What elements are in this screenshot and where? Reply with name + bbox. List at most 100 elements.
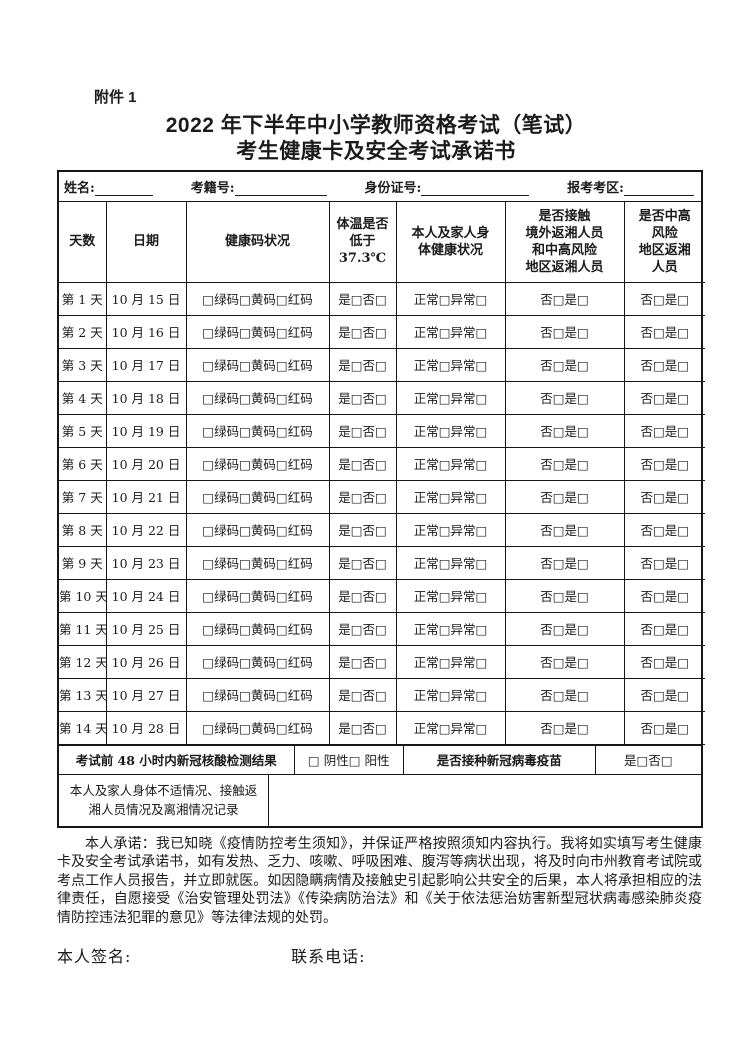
exam-no-label: 考籍号: <box>190 181 235 196</box>
candidate-info-row: 姓名: 考籍号: 身份证号: 报考考区: <box>59 172 701 202</box>
temperature-options-cell: 是□否□ <box>328 710 397 745</box>
col-header-contact-risk: 是否接触 境外返湘人员 和中高风险 地区返湘人员 <box>504 202 625 283</box>
table-row: 第 7 天 10 月 21 日 □绿码□黄码□红码 是□否□ 正常□异常□ 否□… <box>59 479 705 514</box>
day-cell: 第 6 天 <box>59 446 107 481</box>
health-code-options-cell: □绿码□黄码□红码 <box>185 710 330 745</box>
table-row: 第 2 天 10 月 16 日 □绿码□黄码□红码 是□否□ 正常□异常□ 否□… <box>59 314 705 349</box>
date-cell: 10 月 25 日 <box>105 611 187 646</box>
exam-no-field: 考籍号: <box>191 177 327 196</box>
health-card-form: 姓名: 考籍号: 身份证号: 报考考区: 天 <box>57 170 705 828</box>
temperature-options-cell: 是□否□ <box>328 512 397 547</box>
family-health-options-cell: 正常□异常□ <box>395 380 506 415</box>
family-health-options-cell: 正常□异常□ <box>395 578 506 613</box>
family-health-options-cell: 正常□异常□ <box>395 479 506 514</box>
day-cell: 第 13 天 <box>59 677 107 712</box>
phone-label: 联系电话: <box>291 947 366 966</box>
family-health-options-cell: 正常□异常□ <box>395 413 506 448</box>
family-health-options-cell: 正常□异常□ <box>395 314 506 349</box>
contact-risk-options-cell: 否□是□ <box>504 479 625 514</box>
pledge-paragraph: 本人承诺：我已知晓《疫情防控考生须知》，并保证严格按照须知内容执行。我将如实填写… <box>57 835 702 926</box>
date-cell: 10 月 22 日 <box>105 512 187 547</box>
id-no-blank-line <box>421 182 530 196</box>
day-cell: 第 11 天 <box>59 611 107 646</box>
attachment-label: 附件 1 <box>94 89 137 106</box>
date-cell: 10 月 21 日 <box>105 479 187 514</box>
contact-risk-options-cell: 否□是□ <box>504 545 625 580</box>
table-row: 第 1 天 10 月 15 日 □绿码□黄码□红码 是□否□ 正常□异常□ 否□… <box>59 281 705 316</box>
temperature-options-cell: 是□否□ <box>328 644 397 679</box>
day-cell: 第 14 天 <box>59 710 107 745</box>
date-cell: 10 月 16 日 <box>105 314 187 349</box>
table-row: 第 6 天 10 月 20 日 □绿码□黄码□红码 是□否□ 正常□异常□ 否□… <box>59 446 705 481</box>
col-header-health-code: 健康码状况 <box>185 202 330 283</box>
high-risk-return-options-cell: 否□是□ <box>623 281 705 316</box>
contact-risk-options-cell: 否□是□ <box>504 677 625 712</box>
district-label: 报考考区: <box>567 181 624 196</box>
high-risk-return-options-cell: 否□是□ <box>623 578 705 613</box>
condition-record-label: 本人及家人身体不适情况、接触返 湘人员情况及离湘情况记录 <box>69 783 258 817</box>
day-cell: 第 12 天 <box>59 644 107 679</box>
family-health-options-cell: 正常□异常□ <box>395 611 506 646</box>
high-risk-return-options-cell: 否□是□ <box>623 611 705 646</box>
temperature-options-cell: 是□否□ <box>328 446 397 481</box>
health-code-options-cell: □绿码□黄码□红码 <box>185 446 330 481</box>
contact-risk-options-cell: 否□是□ <box>504 314 625 349</box>
date-cell: 10 月 23 日 <box>105 545 187 580</box>
temperature-options-cell: 是□否□ <box>328 479 397 514</box>
table-row: 第 13 天 10 月 27 日 □绿码□黄码□红码 是□否□ 正常□异常□ 否… <box>59 677 705 712</box>
date-cell: 10 月 18 日 <box>105 380 187 415</box>
high-risk-return-options-cell: 否□是□ <box>623 347 705 382</box>
day-cell: 第 7 天 <box>59 479 107 514</box>
nucleic-test-label: 考试前 48 小时内新冠核酸检测结果 <box>75 753 277 768</box>
date-cell: 10 月 28 日 <box>105 710 187 745</box>
day-cell: 第 8 天 <box>59 512 107 547</box>
high-risk-return-options-cell: 否□是□ <box>623 710 705 745</box>
health-code-options-cell: □绿码□黄码□红码 <box>185 314 330 349</box>
temperature-options-cell: 是□否□ <box>328 545 397 580</box>
condition-record-blank <box>268 774 701 826</box>
temperature-options-cell: 是□否□ <box>328 347 397 382</box>
temperature-options-cell: 是□否□ <box>328 281 397 316</box>
health-code-options-cell: □绿码□黄码□红码 <box>185 545 330 580</box>
contact-risk-options-cell: 否□是□ <box>504 644 625 679</box>
col-header-date: 日期 <box>105 202 187 283</box>
contact-risk-options-cell: 否□是□ <box>504 347 625 382</box>
family-health-options-cell: 正常□异常□ <box>395 281 506 316</box>
col-header-high-risk-return: 是否中高 风险 地区返湘 人员 <box>623 202 705 283</box>
high-risk-return-options-cell: 否□是□ <box>623 479 705 514</box>
daily-health-log-table: 天数 日期 健康码状况 体温是否 低于 37.3℃ 本人及家人身 体健康状况 是… <box>59 202 705 745</box>
vaccine-options: 是□否□ <box>594 745 701 774</box>
district-field: 报考考区: <box>567 177 694 196</box>
health-code-options-cell: □绿码□黄码□红码 <box>185 413 330 448</box>
exam-no-blank-line <box>234 182 327 196</box>
table-row: 第 8 天 10 月 22 日 □绿码□黄码□红码 是□否□ 正常□异常□ 否□… <box>59 512 705 547</box>
family-health-options-cell: 正常□异常□ <box>395 644 506 679</box>
vaccine-label: 是否接种新冠病毒疫苗 <box>402 745 595 774</box>
col-header-days: 天数 <box>59 202 107 283</box>
contact-risk-options-cell: 否□是□ <box>504 710 625 745</box>
temperature-options-cell: 是□否□ <box>328 413 397 448</box>
health-code-options-cell: □绿码□黄码□红码 <box>185 611 330 646</box>
health-code-options-cell: □绿码□黄码□红码 <box>185 512 330 547</box>
col-header-family-health: 本人及家人身 体健康状况 <box>395 202 506 283</box>
family-health-options-cell: 正常□异常□ <box>395 677 506 712</box>
date-cell: 10 月 17 日 <box>105 347 187 382</box>
family-health-options-cell: 正常□异常□ <box>395 512 506 547</box>
name-label: 姓名: <box>64 181 95 196</box>
table-row: 第 12 天 10 月 26 日 □绿码□黄码□红码 是□否□ 正常□异常□ 否… <box>59 644 705 679</box>
day-cell: 第 4 天 <box>59 380 107 415</box>
condition-record-row: 本人及家人身体不适情况、接触返 湘人员情况及离湘情况记录 <box>59 773 701 826</box>
family-health-options-cell: 正常□异常□ <box>395 347 506 382</box>
temperature-options-cell: 是□否□ <box>328 677 397 712</box>
contact-risk-options-cell: 否□是□ <box>504 413 625 448</box>
family-health-options-cell: 正常□异常□ <box>395 545 506 580</box>
table-row: 第 4 天 10 月 18 日 □绿码□黄码□红码 是□否□ 正常□异常□ 否□… <box>59 380 705 415</box>
day-cell: 第 10 天 <box>59 578 107 613</box>
name-blank-line <box>94 182 153 196</box>
contact-risk-options-cell: 否□是□ <box>504 446 625 481</box>
contact-risk-options-cell: 否□是□ <box>504 281 625 316</box>
contact-risk-options-cell: 否□是□ <box>504 512 625 547</box>
document-title-line2: 考生健康卡及安全考试承诺书 <box>236 140 516 163</box>
contact-risk-options-cell: 否□是□ <box>504 380 625 415</box>
contact-risk-options-cell: 否□是□ <box>504 578 625 613</box>
